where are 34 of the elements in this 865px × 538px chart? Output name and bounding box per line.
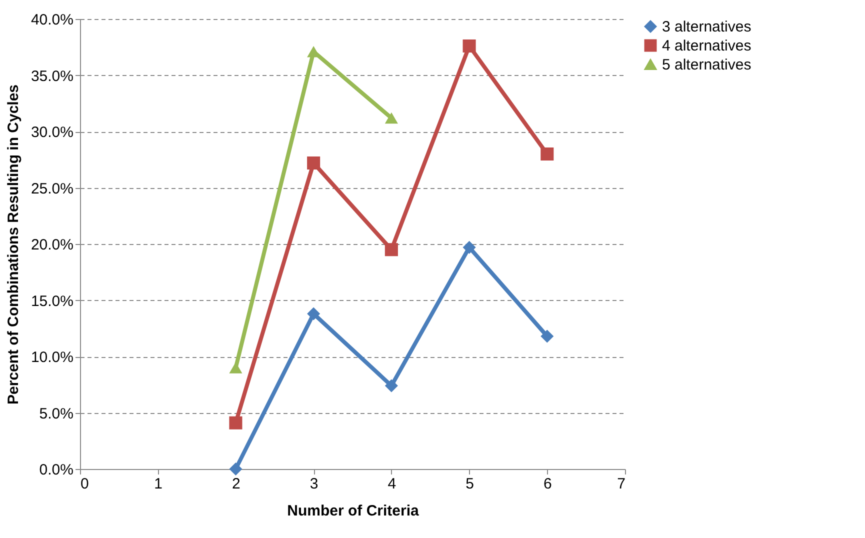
y-tick-label: 35.0% [30,68,74,85]
y-tick-label: 5.0% [39,405,74,422]
x-tick-label: 3 [310,476,318,492]
x-tick-label: 0 [80,476,89,492]
legend-label: 4 alternatives [662,38,752,54]
point [384,379,398,392]
x-tick-label: 1 [154,476,163,492]
y-tick-label: 0.0% [39,462,74,478]
point [229,416,242,430]
point [229,462,242,476]
y-tick-label: 15.0% [30,292,74,310]
x-axis-title: Number of Criteria [287,502,420,520]
point [462,240,476,254]
y-tick-label: 30.0% [30,124,74,141]
y-tick-label: 25.0% [30,180,74,198]
x-tick-label: 7 [617,476,626,492]
point [540,330,554,343]
y-tick-label: 20.0% [30,236,74,254]
x-tick-label: 2 [232,476,240,492]
legend-label: 3 alternatives [662,18,752,36]
legend-label: 5 alternatives [662,56,752,74]
point [229,362,242,374]
point [540,147,554,161]
point [384,112,398,124]
x-tick-label: 5 [466,476,474,492]
point [462,39,476,53]
point [307,156,320,170]
y-axis-title: Percent of Combinations Resulting in Cycles [4,84,22,405]
point [384,243,398,256]
y-tick-label: 40.0% [30,12,74,28]
x-tick-label: 6 [543,476,552,492]
point [307,307,320,320]
y-tick-label: 10.0% [30,349,74,366]
x-tick-label: 4 [388,476,396,492]
